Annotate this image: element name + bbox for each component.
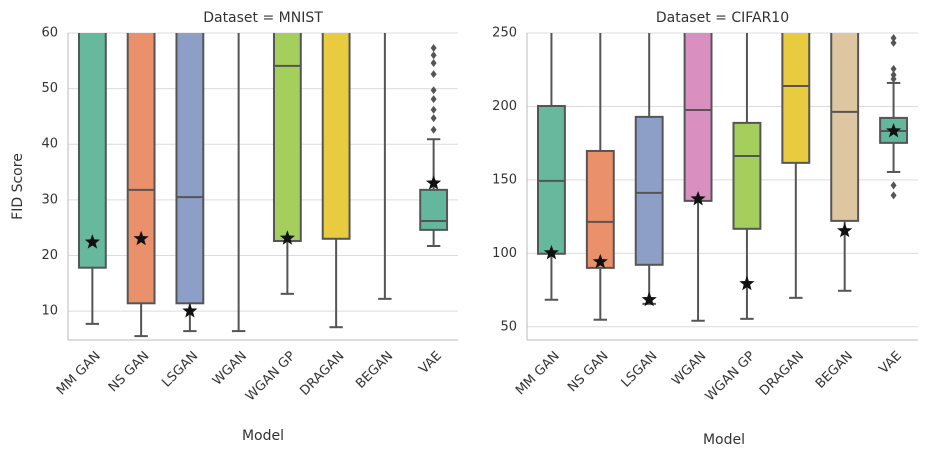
box: [683, 33, 713, 202]
outlier: [430, 95, 437, 104]
y-tick-label: 50: [41, 81, 58, 96]
x-axis-label: Model: [703, 432, 745, 448]
box: [126, 33, 156, 305]
x-axis-label: Model: [242, 428, 284, 444]
box: [781, 33, 811, 164]
box: [175, 33, 205, 305]
outlier: [890, 70, 897, 79]
outlier: [430, 44, 437, 53]
box: [77, 33, 107, 269]
outlier: [430, 70, 437, 79]
y-tick-label: 250: [492, 26, 517, 41]
x-tick-label: DRAGAN: [297, 349, 347, 399]
outlier: [430, 51, 437, 60]
y-tick-label: 200: [492, 99, 517, 114]
x-tick-label: DRAGAN: [757, 349, 807, 399]
plot-area: [77, 33, 449, 338]
box: [419, 188, 449, 231]
x-tick-label: BEGAN: [353, 349, 396, 392]
chart-title: Dataset = MNIST: [203, 10, 323, 26]
outlier: [890, 191, 897, 200]
box: [585, 149, 615, 269]
x-tick-label: WGAN: [210, 349, 250, 389]
x-tick-label: BEGAN: [813, 349, 856, 392]
x-tick-label: MM GAN: [54, 349, 104, 399]
best-marker: [279, 230, 295, 245]
x-tick-label: WGAN GP: [243, 349, 299, 405]
best-marker: [886, 123, 902, 138]
y-tick-label: 10: [41, 304, 58, 319]
x-tick-label: LSGAN: [619, 349, 661, 391]
outlier: [890, 74, 897, 83]
outlier: [430, 114, 437, 123]
x-tick-label: VAE: [876, 349, 904, 377]
best-marker: [182, 303, 198, 318]
outlier: [890, 64, 897, 73]
y-tick-label: 150: [492, 172, 517, 187]
box: [830, 33, 860, 222]
y-axis-label: FID Score: [10, 153, 26, 220]
best-marker: [641, 291, 657, 307]
best-marker: [739, 275, 755, 291]
x-tick-label: NS GAN: [106, 349, 153, 396]
chart-title: Dataset = CIFAR10: [656, 10, 789, 26]
outlier: [890, 181, 897, 190]
best-marker: [133, 230, 149, 246]
box: [272, 33, 302, 243]
outlier: [890, 33, 897, 42]
outlier: [430, 105, 437, 114]
y-tick-label: 30: [41, 192, 58, 207]
x-tick-label: LSGAN: [159, 349, 201, 391]
box: [634, 115, 664, 266]
best-marker: [543, 244, 559, 260]
x-tick-label: WGAN: [669, 349, 709, 389]
outlier: [430, 59, 437, 68]
best-marker: [592, 253, 608, 269]
y-tick-label: 20: [41, 248, 58, 263]
best-marker: [426, 175, 442, 190]
best-marker: [84, 234, 100, 249]
plot-area: [536, 33, 909, 322]
x-tick-label: VAE: [417, 349, 445, 377]
box: [536, 105, 566, 255]
best-marker: [690, 191, 706, 206]
x-tick-label: NS GAN: [565, 349, 612, 396]
x-tick-label: MM GAN: [513, 349, 563, 399]
box: [321, 33, 351, 240]
y-tick-label: 60: [41, 26, 58, 41]
best-marker: [837, 222, 853, 238]
box: [732, 121, 762, 230]
y-tick-label: 40: [41, 137, 58, 152]
outlier: [430, 125, 437, 134]
x-tick-label: WGAN GP: [703, 349, 759, 405]
outlier: [890, 38, 897, 47]
y-tick-label: 100: [492, 246, 517, 261]
outlier: [430, 86, 437, 95]
y-tick-label: 50: [500, 319, 517, 334]
